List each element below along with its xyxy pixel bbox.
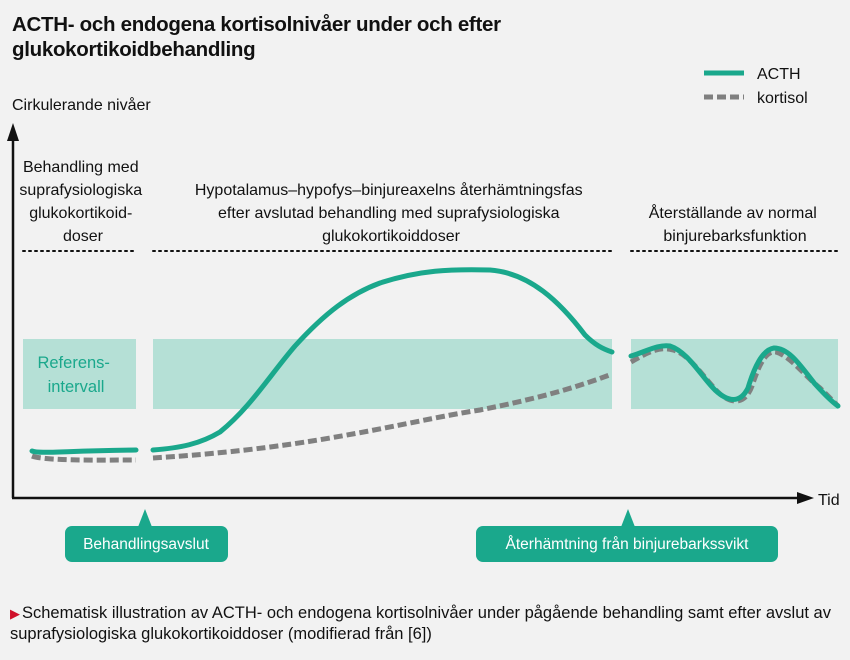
event-treatment-end-pointer [138,509,152,527]
acth-curve-2 [150,267,615,453]
cortisol-curve-1 [31,453,137,463]
legend-acth-label: ACTH [757,66,801,83]
event-recovery-pointer [621,509,635,527]
event-recovery: Återhämtning från binjurebarkssvikt [476,509,778,562]
reference-band-2 [153,339,612,409]
event-recovery-pill [476,526,778,562]
legend-cortisol-label: kortisol [757,90,808,107]
reference-band-1 [23,339,136,409]
acth-curve-3 [628,343,841,409]
x-axis-label: Tid [818,492,840,509]
phase-label-normal: Återställande av normal binjurebarksfunk… [649,203,822,245]
caption-marker-icon: ▶ [10,606,20,621]
phase-label-treatment: Behandling med suprafysiologiska glukoko… [19,159,146,245]
event-treatment-end-pill [65,526,228,562]
x-axis-arrow [797,492,814,504]
event-treatment-end-label: Behandlingsavslut [83,536,210,553]
acth-curves [29,267,841,455]
page-title: ACTH- och endogena kortisolnivåer under … [12,13,501,61]
axes [7,123,814,504]
reference-bands [23,339,838,409]
figure-caption: ▶ Schematisk illustration av ACTH- och en… [10,603,842,645]
caption-text: Schematisk illustration av ACTH- och end… [10,604,831,643]
event-treatment-end: Behandlingsavslut [65,509,228,562]
reference-band-label: Referens- intervall [37,354,114,396]
legend: ACTH kortisol [704,66,808,107]
acth-curve-1 [29,447,139,455]
phase-label-recovery: Hypotalamus–hypofys–binjureaxelns återhä… [195,181,587,245]
event-recovery-label: Återhämtning från binjurebarkssvikt [506,536,750,553]
y-axis-label: Cirkulerande nivåer [12,96,151,114]
cortisol-curve-2 [152,371,613,461]
y-axis-arrow [7,123,19,141]
